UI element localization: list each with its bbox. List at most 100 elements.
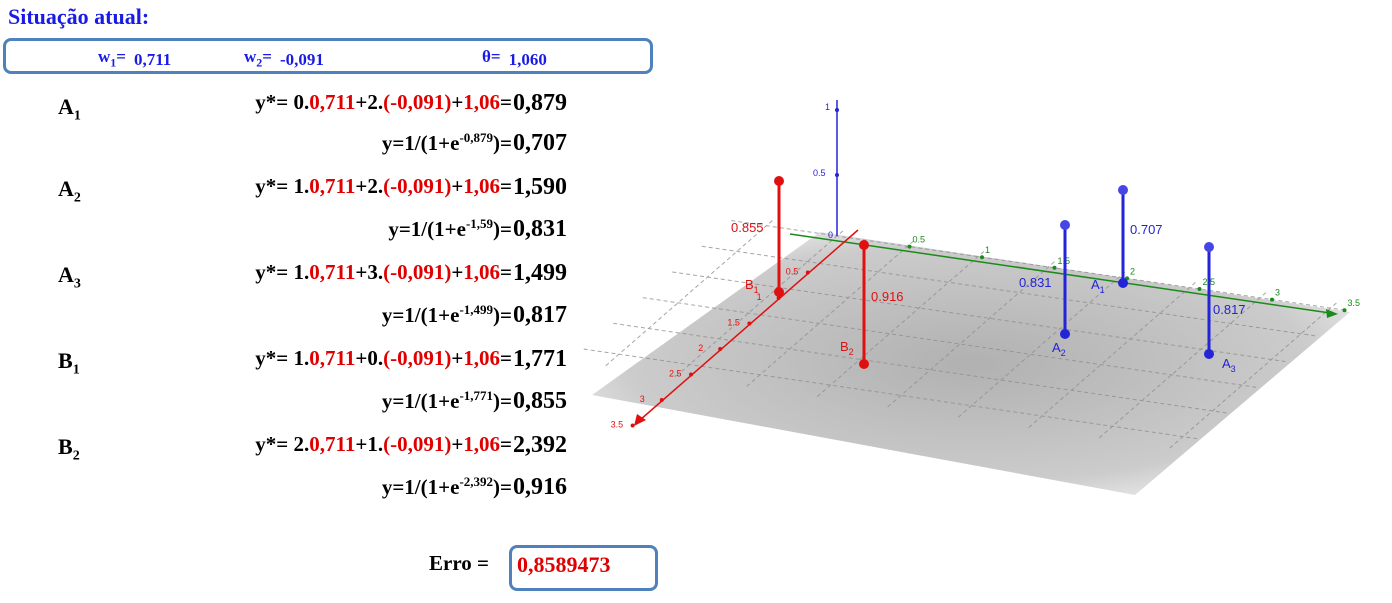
w1-sub: 1 xyxy=(110,55,117,70)
sigmoid-expr: y=1/(1+e-0,879)= xyxy=(382,130,512,156)
point-sub: 3 xyxy=(1231,364,1236,374)
sample-letter: B xyxy=(58,348,73,373)
expr-w1: 0,711 xyxy=(309,432,356,456)
point-a3-top xyxy=(1204,242,1214,252)
point-a1-base xyxy=(1118,278,1128,288)
y-tick-dot xyxy=(776,296,781,300)
list-item: A2 y*= 1.0,711+2.(-0,091)+1,06= 1,590 xyxy=(0,172,600,212)
grid-line xyxy=(815,251,985,399)
y-tick-label: 3.5 xyxy=(611,420,624,430)
point-b2-label: B2 xyxy=(840,339,854,357)
point-sub: 1 xyxy=(754,285,759,295)
expr-part: + xyxy=(451,432,464,456)
x-tick-dot xyxy=(1342,308,1347,313)
expr-part: + xyxy=(451,260,464,284)
w1-label: w xyxy=(98,47,111,66)
expr-part: )= xyxy=(493,389,512,413)
grid-line xyxy=(956,271,1126,419)
y-tick-dot xyxy=(689,372,693,377)
point-a3-label: A3 xyxy=(1222,356,1236,374)
grid-line xyxy=(672,271,1286,363)
point-b2-top xyxy=(859,240,869,250)
point-b2-base xyxy=(859,359,869,369)
weighted-sum-expr: y*= 1.0,711+3.(-0,091)+1,06= xyxy=(255,260,512,285)
z-tick-label: 1 xyxy=(825,102,830,112)
x-tick-label: 3 xyxy=(1275,288,1280,298)
expr-part: +2. xyxy=(355,174,384,198)
y-tick-label: 3 xyxy=(640,394,645,404)
sample-label: B2 xyxy=(58,434,80,464)
y-tick-label: 1 xyxy=(757,292,762,302)
point-a1-value: 0.707 xyxy=(1130,222,1163,237)
expr-part: y=1/(1+e xyxy=(381,303,460,327)
list-item: y=1/(1+e-1,499)= 0,817 xyxy=(0,300,600,340)
sample-sub: 2 xyxy=(72,448,80,464)
grid-line xyxy=(642,297,1257,388)
y-tick-dot xyxy=(718,347,723,351)
expr-w1: 0,711 xyxy=(309,260,356,284)
weighted-sum-expr: y*= 1.0,711+2.(-0,091)+1,06= xyxy=(255,174,512,199)
expr-exponent: -0,879 xyxy=(459,130,494,145)
weighted-sum-expr: y*= 1.0,711+0.(-0,091)+1,06= xyxy=(255,346,512,371)
expr-part: +3. xyxy=(355,260,384,284)
weighted-sum-expr: y*= 0.0,711+2.(-0,091)+1,06= xyxy=(255,90,512,115)
y-value: 0,831 xyxy=(513,216,567,242)
expr-part: y*= 1. xyxy=(255,174,310,198)
w2-value: -0,091 xyxy=(279,50,324,69)
y-tick-dot xyxy=(659,398,664,402)
w1-eq: = xyxy=(116,47,126,66)
expr-part: + xyxy=(451,346,464,370)
point-sub: 1 xyxy=(1100,285,1105,295)
point-b1-label: B1 xyxy=(745,277,759,295)
sample-label: B1 xyxy=(58,348,80,378)
expr-exponent: -1,499 xyxy=(459,302,494,317)
ystar-value: 1,499 xyxy=(513,260,567,286)
sample-letter: A xyxy=(58,176,74,201)
weighted-sum-expr: y*= 2.0,711+1.(-0,091)+1,06= xyxy=(255,432,512,457)
z-tick-label: 0.5 xyxy=(813,168,826,178)
point-sub: 2 xyxy=(849,347,854,357)
expr-w2: (-0,091) xyxy=(383,346,452,370)
sigmoid-expr: y=1/(1+e-1,59)= xyxy=(388,216,512,242)
expr-part: )= xyxy=(493,217,512,241)
theta-value: 1,060 xyxy=(508,50,547,69)
list-item: B1 y*= 1.0,711+0.(-0,091)+1,06= 1,771 xyxy=(0,344,600,384)
point-b1-base xyxy=(774,287,784,297)
expr-part: )= xyxy=(493,475,512,499)
point-a3-base xyxy=(1204,349,1214,359)
w1-value: 0,711 xyxy=(133,50,172,69)
expr-part: = xyxy=(500,346,512,370)
expr-part: +2. xyxy=(355,90,384,114)
point-name: B xyxy=(840,339,849,354)
x-tick-dot xyxy=(1197,287,1202,291)
expr-part: y*= 0. xyxy=(255,90,310,114)
grid-line xyxy=(744,240,914,389)
z-tick-dot xyxy=(835,108,839,112)
sample-letter: B xyxy=(58,434,73,459)
expr-part: y=1/(1+e xyxy=(381,389,460,413)
x-tick-label: 0.5 xyxy=(913,235,926,245)
expr-exponent: -1,771 xyxy=(459,388,494,403)
grid-line xyxy=(613,322,1227,414)
sigmoid-expr: y=1/(1+e-2,392)= xyxy=(382,474,512,500)
y-value: 0,707 xyxy=(513,130,567,156)
expr-w2: (-0,091) xyxy=(383,174,452,198)
expr-part: y=1/(1+e xyxy=(381,131,460,155)
grid-line xyxy=(1026,281,1196,430)
point-a2-base xyxy=(1060,329,1070,339)
y-value: 0,916 xyxy=(513,474,567,500)
sample-sub: 3 xyxy=(73,276,81,292)
expr-part: + xyxy=(451,174,464,198)
expr-theta: 1,06 xyxy=(463,174,501,198)
list-item: B2 y*= 2.0,711+1.(-0,091)+1,06= 2,392 xyxy=(0,430,600,470)
plane-grid xyxy=(583,220,1345,450)
expr-part: y*= 2. xyxy=(255,432,310,456)
expr-exponent: -1,59 xyxy=(465,216,494,231)
expr-theta: 1,06 xyxy=(463,346,501,370)
expr-part: +0. xyxy=(355,346,384,370)
expr-part: )= xyxy=(493,131,512,155)
list-item: y=1/(1+e-1,771)= 0,855 xyxy=(0,386,600,426)
x-axis xyxy=(789,233,1331,314)
grid-line xyxy=(674,230,844,378)
